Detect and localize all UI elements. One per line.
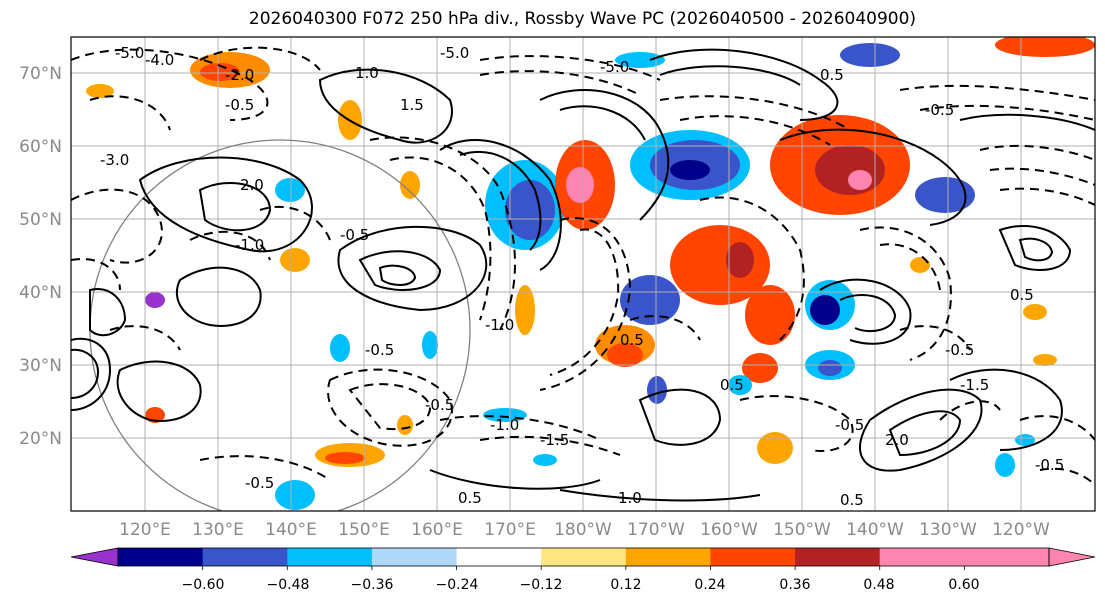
- contour-label: 2.0: [885, 431, 909, 449]
- divergence-shading: [86, 37, 1095, 510]
- map-content: -5.0 -4.0 -3.0 -2.0 -1.0 -0.5 0.5 1.0 1.…: [71, 37, 1095, 511]
- longitude-label: 130°W: [919, 520, 977, 540]
- colorbar-ticks: [202, 566, 965, 570]
- longitude-label: 120°E: [119, 520, 171, 540]
- longitude-label: 120°W: [992, 520, 1050, 540]
- contour-label: -1.0: [485, 316, 514, 334]
- longitude-labels: 120°E 130°E 140°E 150°E 160°E 170°E 180°…: [119, 520, 1050, 540]
- longitude-label: 170°W: [627, 520, 685, 540]
- longitude-label: 150°E: [338, 520, 390, 540]
- contour-label: -0.5: [340, 226, 369, 244]
- colorbar-tick-label: −0.60: [182, 577, 225, 593]
- solid-contours: [71, 48, 1095, 502]
- contour-label: 0.5: [620, 331, 644, 349]
- longitude-label: 160°E: [411, 520, 463, 540]
- contour-label: -0.5: [945, 341, 974, 359]
- colorbar-bin: [118, 548, 204, 566]
- colorbar: −0.60 −0.48 −0.36 −0.24 −0.12 0.12 0.24 …: [70, 547, 1096, 593]
- contour-labels: -5.0 -4.0 -3.0 -2.0 -1.0 -0.5 0.5 1.0 1.…: [100, 44, 1064, 509]
- colorbar-bin: [795, 548, 881, 566]
- latitude-label: 30°N: [19, 356, 62, 376]
- contour-label: -5.0: [600, 58, 629, 76]
- contour-label: 2.0: [240, 176, 264, 194]
- latitude-labels: 70°N 60°N 50°N 40°N 30°N 20°N: [19, 64, 62, 449]
- colorbar-tick-label: 0.12: [610, 577, 641, 593]
- colorbar-tick-label: 0.36: [779, 577, 810, 593]
- contour-label: -1.0: [490, 416, 519, 434]
- colorbar-segments: [118, 548, 1050, 566]
- colorbar-bin: [879, 548, 965, 566]
- contour-label: 0.5: [458, 489, 482, 507]
- map-frame: [70, 36, 1096, 512]
- colorbar-tick-label: 0.60: [948, 577, 979, 593]
- contour-label: -1.5: [960, 376, 989, 394]
- contour-label: -0.5: [835, 416, 864, 434]
- longitude-label: 170°E: [484, 520, 536, 540]
- contour-label: -1.5: [540, 431, 569, 449]
- longitude-label: 160°W: [700, 520, 758, 540]
- contour-label: 0.5: [1010, 286, 1034, 304]
- colorbar-bin: [456, 548, 542, 566]
- longitude-label: 150°W: [773, 520, 831, 540]
- contour-label: -0.5: [925, 101, 954, 119]
- map-title: 2026040300 F072 250 hPa div., Rossby Wav…: [248, 9, 917, 29]
- latitude-label: 70°N: [19, 64, 62, 84]
- colorbar-frame: [117, 547, 1050, 567]
- contour-label: -0.5: [365, 341, 394, 359]
- contour-label: -0.5: [425, 396, 454, 414]
- colorbar-tick-label: 0.48: [863, 577, 894, 593]
- latitude-label: 50°N: [19, 210, 62, 230]
- contour-label: -3.0: [100, 151, 129, 169]
- contour-label: 1.0: [618, 489, 642, 507]
- contour-label: -5.0: [440, 44, 469, 62]
- colorbar-tick-label: −0.12: [520, 577, 563, 593]
- contour-label: 0.5: [820, 66, 844, 84]
- longitude-label: 140°W: [846, 520, 904, 540]
- contour-label: -0.5: [225, 96, 254, 114]
- contour-label: -5.0: [115, 44, 144, 62]
- dashed-contours: [71, 46, 1095, 486]
- colorbar-bin: [964, 548, 1050, 566]
- contour-label: -1.0: [235, 236, 264, 254]
- colorbar-bin: [625, 548, 711, 566]
- colorbar-tick-label: −0.48: [267, 577, 310, 593]
- contour-label: 1.5: [400, 96, 424, 114]
- colorbar-bin: [287, 548, 373, 566]
- colorbar-extend-low: [70, 547, 119, 567]
- contour-label: 0.5: [720, 376, 744, 394]
- colorbar-bin: [371, 548, 458, 566]
- contour-label: -4.0: [145, 51, 174, 69]
- latitude-label: 40°N: [19, 283, 62, 303]
- colorbar-bin: [202, 548, 288, 566]
- longitude-label: 140°E: [265, 520, 317, 540]
- latitude-label: 20°N: [19, 429, 62, 449]
- colorbar-extend-high: [1048, 547, 1096, 567]
- colorbar-bin: [710, 548, 796, 566]
- contour-label: 1.0: [355, 64, 379, 82]
- contour-label: -0.5: [245, 474, 274, 492]
- contour-label: -0.5: [1035, 456, 1064, 474]
- latitude-label: 60°N: [19, 137, 62, 157]
- longitude-label: 130°E: [192, 520, 244, 540]
- longitude-label: 180°W: [554, 520, 612, 540]
- colorbar-bin: [541, 548, 627, 566]
- contour-label: 0.5: [840, 491, 864, 509]
- contour-label: -2.0: [225, 66, 254, 84]
- colorbar-tick-label: −0.36: [351, 577, 394, 593]
- colorbar-tick-label: −0.24: [436, 577, 479, 593]
- colorbar-tick-label: 0.24: [694, 577, 725, 593]
